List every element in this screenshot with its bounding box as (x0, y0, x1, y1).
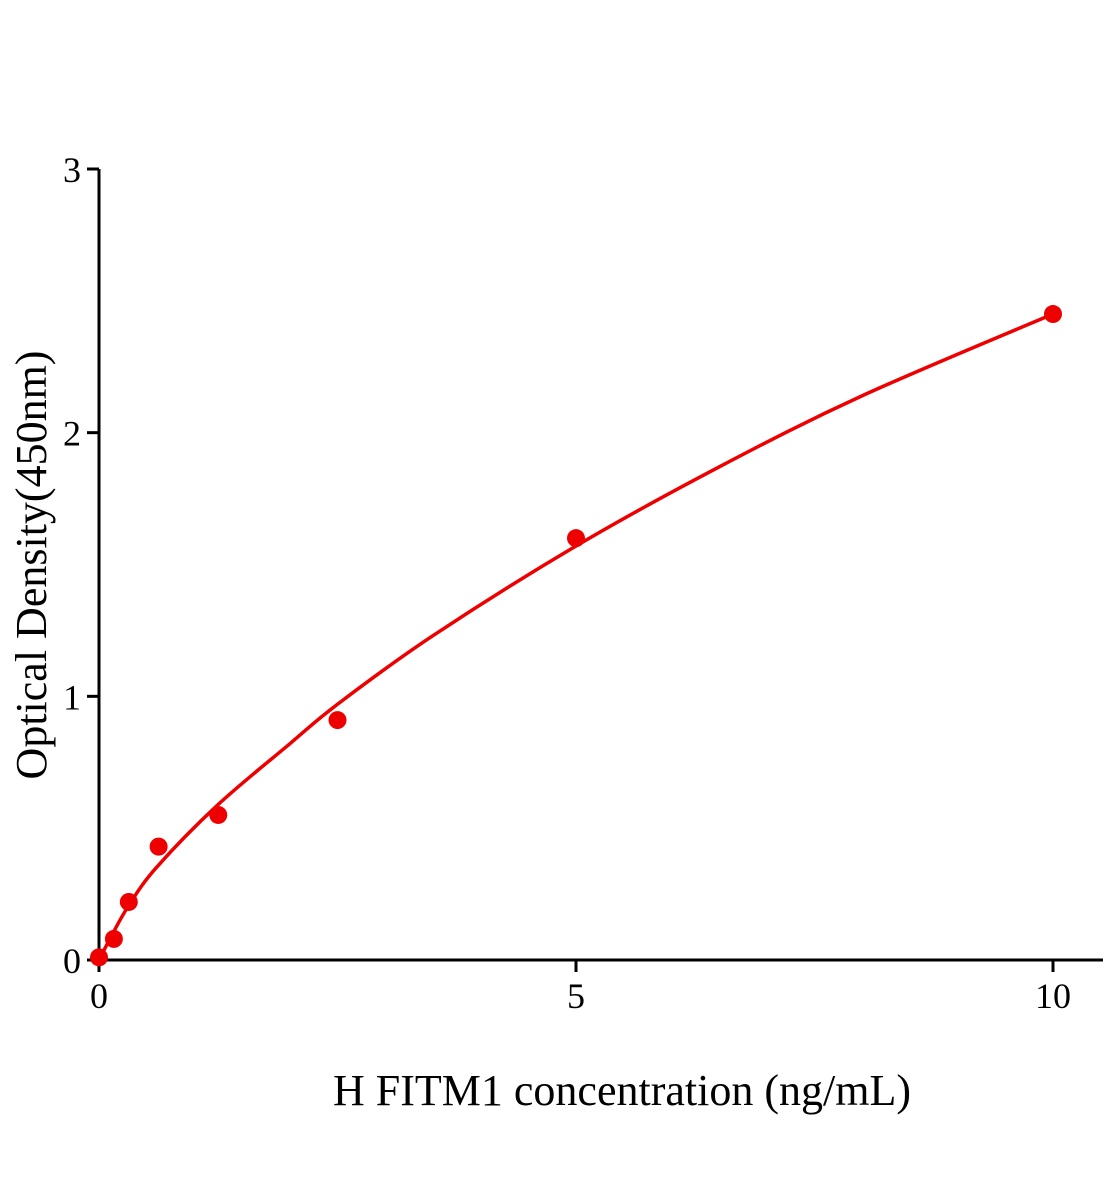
data-point (104, 929, 123, 948)
axes (87, 167, 1103, 972)
data-point (149, 837, 168, 856)
data-point (209, 805, 228, 824)
data-point (90, 948, 108, 967)
y-axis-label: Optical Density(450nm) (7, 351, 56, 780)
data-point (567, 529, 585, 548)
data-point (119, 892, 138, 911)
data-point (328, 711, 347, 730)
y-tick-label: 0 (63, 941, 81, 981)
y-tick-label: 3 (63, 150, 81, 190)
data-point (1044, 305, 1062, 324)
x-tick-label: 10 (1035, 976, 1071, 1016)
fit-curve (97, 312, 1054, 961)
x-tick-label: 5 (567, 976, 585, 1016)
y-tick-label: 2 (63, 414, 81, 454)
y-tick-label: 1 (63, 677, 81, 717)
tick-labels: 0 1 2 3 0 5 10 (63, 150, 1071, 1016)
data-points (90, 305, 1062, 967)
x-axis-label: H FITM1 concentration (ng/mL) (333, 1066, 911, 1115)
x-tick-label: 0 (90, 976, 108, 1016)
